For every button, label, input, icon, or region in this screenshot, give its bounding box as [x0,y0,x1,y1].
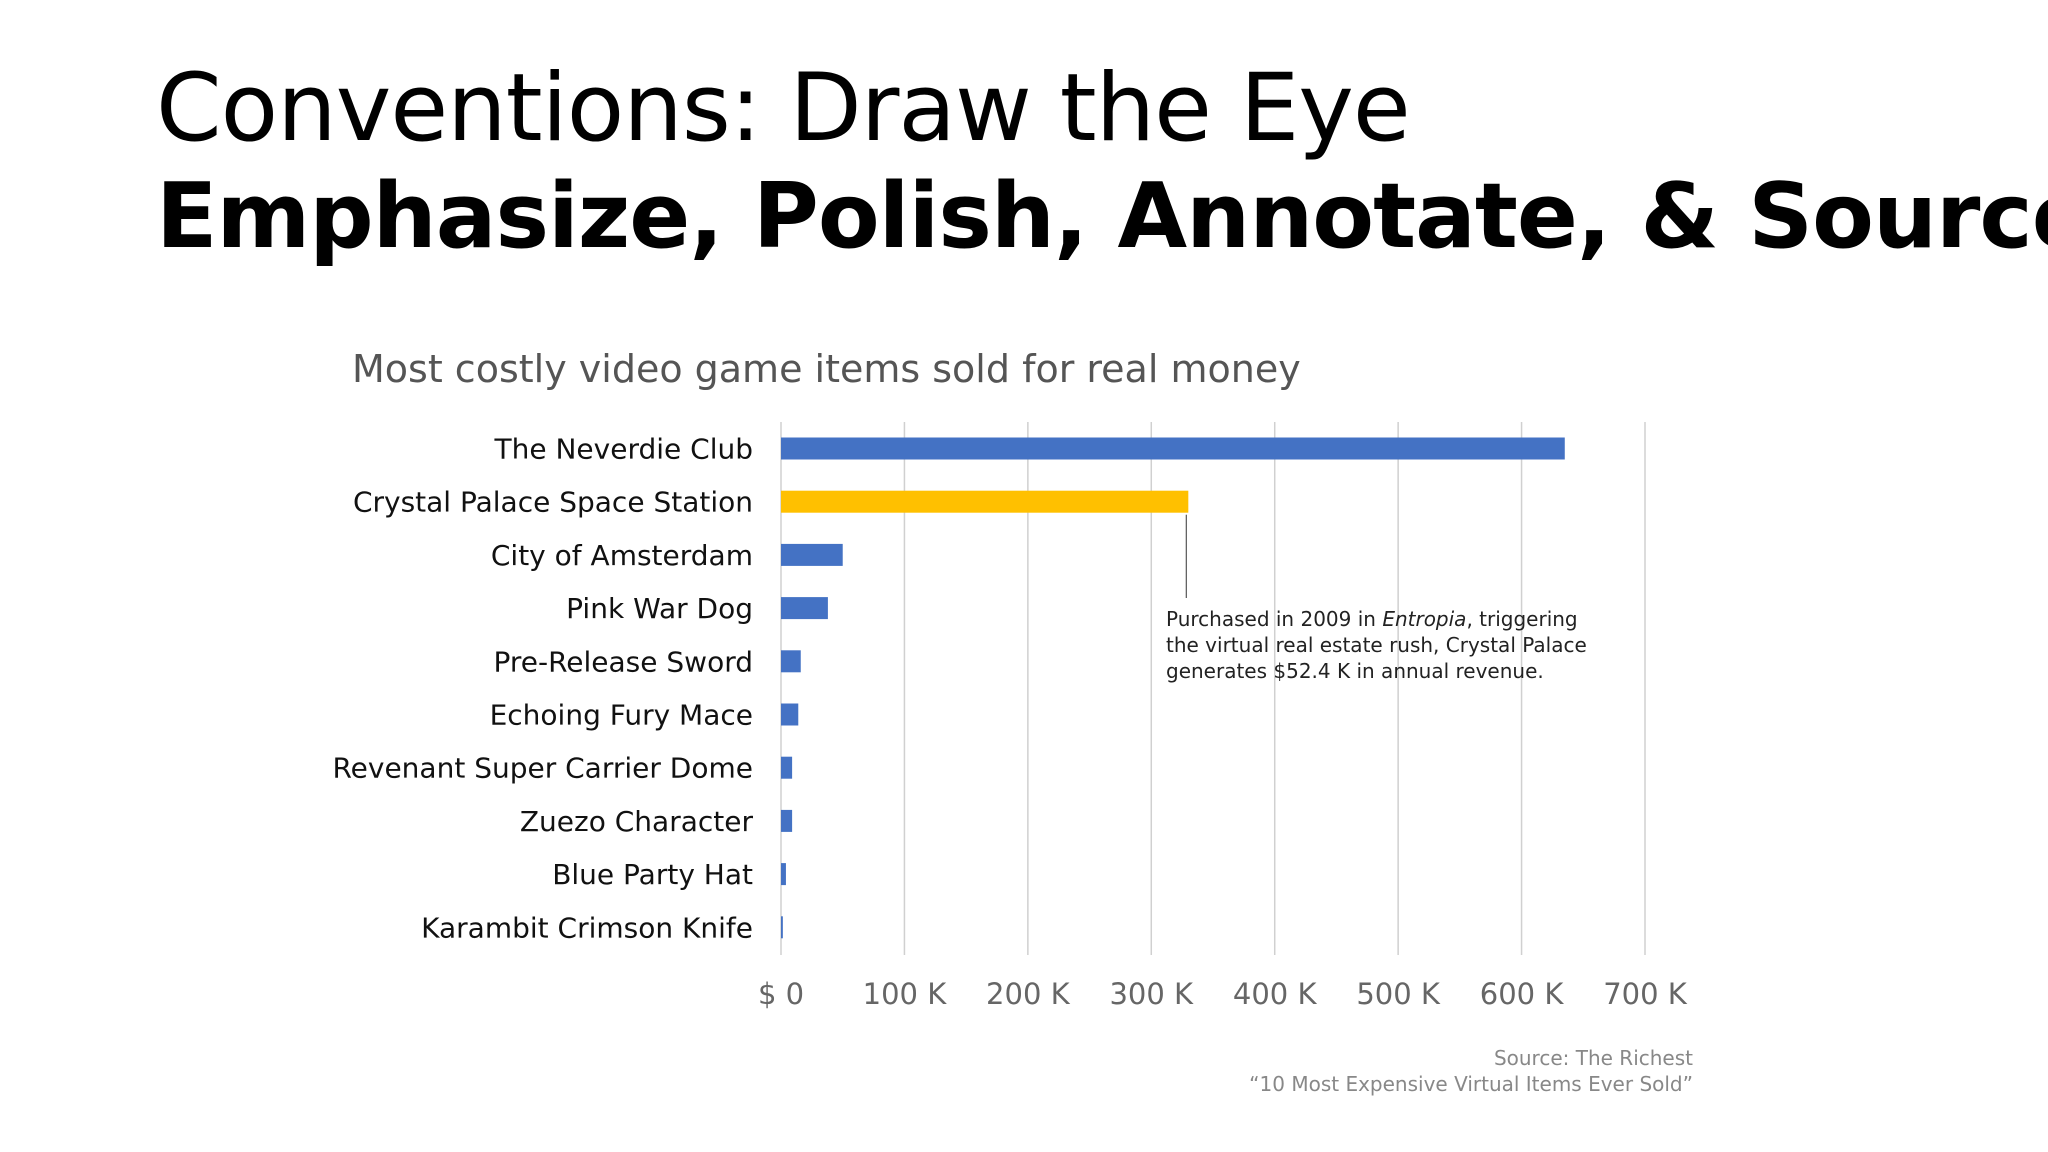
category-label: Revenant Super Carrier Dome [332,752,753,785]
source-note: Source: The Richest “10 Most Expensive V… [1249,1045,1693,1097]
annotation-text-before: Purchased in 2009 in [1166,607,1383,631]
slide-subtitle: Emphasize, Polish, Annotate, & Source [156,164,2048,269]
bar [781,916,783,939]
x-axis-tick-labels: $ 0 100 K 200 K 300 K 400 K 500 K 600 K 700 K [758,977,1688,1011]
category-labels: The Neverdie Club Crystal Palace Space St… [332,433,753,945]
bar [781,650,801,673]
annotation-text-after: , triggering the virtual real estate rus… [1166,607,1587,683]
slide-title: Conventions: Draw the Eye [156,54,1411,163]
bar [781,437,1565,460]
category-label: City of Amsterdam [491,539,753,572]
category-label: Pink War Dog [566,592,753,625]
x-tick-label: 300 K [1109,977,1194,1011]
highlighted-bar [781,490,1189,513]
source-line-2: “10 Most Expensive Virtual Items Ever So… [1249,1072,1693,1096]
x-tick-label: 400 K [1233,977,1318,1011]
source-line-1: Source: The Richest [1493,1046,1693,1070]
bar [781,703,799,726]
x-tick-label: 600 K [1480,977,1565,1011]
annotation-emphasis: Entropia [1382,607,1467,631]
bar [781,543,843,566]
x-tick-label: 100 K [863,977,948,1011]
bar [781,863,786,886]
chart-title: Most costly video game items sold for re… [352,347,1301,391]
x-tick-label: 500 K [1356,977,1441,1011]
bar [781,597,828,620]
category-label: Pre-Release Sword [493,645,753,678]
x-tick-label: 200 K [986,977,1071,1011]
x-tick-label: 700 K [1603,977,1688,1011]
category-label: Zuezo Character [520,805,754,838]
x-tick-label: $ 0 [758,977,804,1011]
category-label: The Neverdie Club [494,433,754,466]
bar [781,756,793,779]
annotation-text: Purchased in 2009 in Entropia, triggerin… [1166,606,1596,684]
bars [781,437,1565,939]
category-label: Blue Party Hat [552,858,753,891]
category-label: Karambit Crimson Knife [421,911,753,944]
category-label: Echoing Fury Mace [490,699,753,732]
bar [781,809,793,832]
category-label: Crystal Palace Space Station [353,486,753,519]
